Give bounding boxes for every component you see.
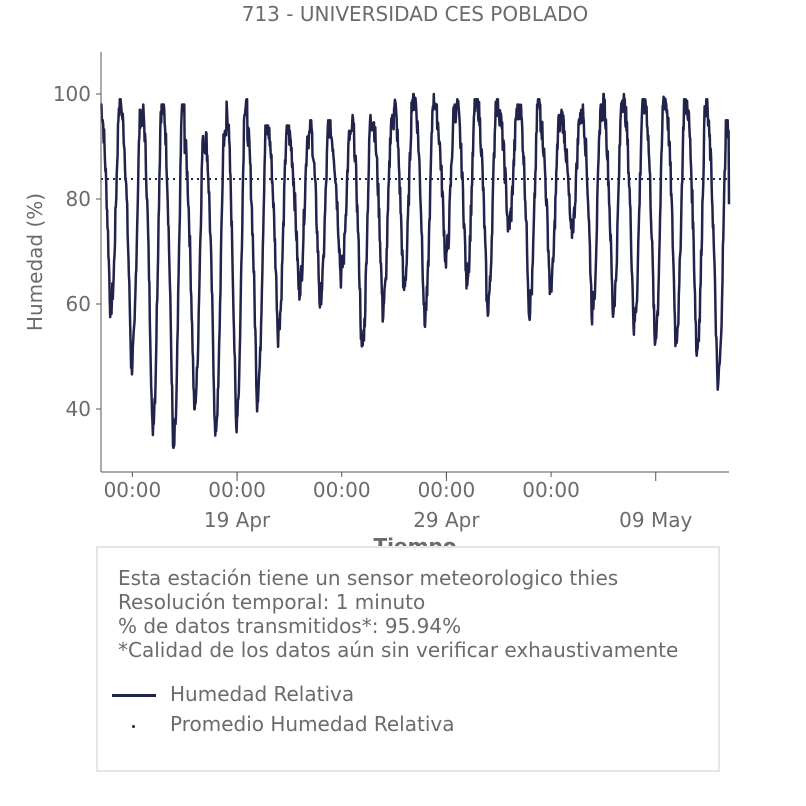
y-ticks: 40 60 80 100 [53, 82, 101, 421]
x-ticks: 00:00 00:00 00:00 00:00 00:00 19 Apr 29 Apr 09 … [104, 472, 692, 532]
plot-area [100, 92, 731, 450]
legend-label-humidity: Humedad Relativa [170, 682, 355, 706]
legend-line-swatch [112, 694, 156, 697]
info-text: Esta estación tiene un sensor meteorolog… [118, 566, 678, 662]
y-tick-label: 60 [66, 292, 91, 316]
x-tick-label: 00:00 [522, 478, 580, 502]
x-tick-label: 00:00 [104, 478, 162, 502]
x-tick-label: 00:00 [418, 478, 476, 502]
humidity-series [100, 92, 731, 450]
info-resolution: Resolución temporal: 1 minuto [118, 590, 426, 614]
chart-title: 713 - UNIVERSIDAD CES POBLADO [242, 2, 589, 26]
x-date-label: 29 Apr [413, 508, 480, 532]
y-tick-label: 40 [66, 397, 91, 421]
y-tick-label: 80 [66, 187, 91, 211]
x-tick-label: 00:00 [208, 478, 266, 502]
legend-label-average: Promedio Humedad Relativa [170, 712, 455, 736]
legend-dot-swatch [132, 725, 135, 728]
info-quality-note: *Calidad de los datos aún sin verificar … [118, 638, 679, 662]
y-tick-label: 100 [53, 82, 91, 106]
humidity-line [100, 92, 731, 450]
x-date-label: 09 May [619, 508, 692, 532]
x-tick-label: 00:00 [313, 478, 371, 502]
info-box: Esta estación tiene un sensor meteorolog… [96, 546, 720, 772]
y-axis-label: Humedad (%) [23, 193, 47, 331]
info-sensor: Esta estación tiene un sensor meteorolog… [118, 566, 619, 590]
x-date-label: 19 Apr [204, 508, 271, 532]
info-transmitted: % de datos transmitidos*: 95.94% [118, 614, 462, 638]
chart: 713 - UNIVERSIDAD CES POBLADO 406080100 … [23, 2, 731, 558]
